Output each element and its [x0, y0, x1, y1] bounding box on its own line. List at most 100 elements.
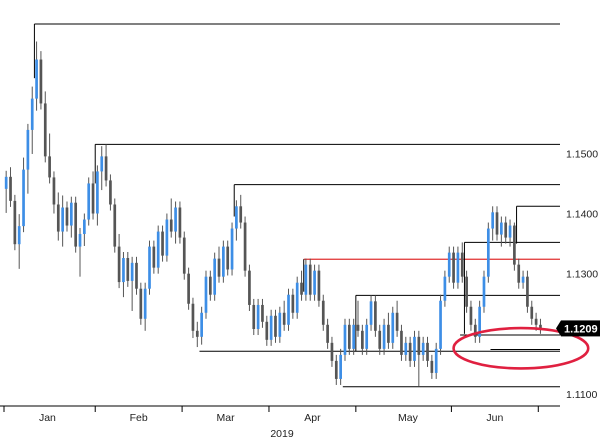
candle-body: [117, 246, 121, 283]
candle-body: [539, 324, 542, 329]
candle-body: [78, 233, 82, 247]
candle-body: [521, 276, 525, 283]
candle-body: [365, 324, 369, 349]
candle-body: [374, 301, 377, 331]
candle-body: [96, 171, 99, 214]
annotation-layer: [452, 326, 590, 370]
candle-body: [352, 324, 356, 349]
candle-body: [469, 306, 473, 325]
x-tick-label: May: [398, 412, 419, 424]
candle-body: [456, 252, 460, 283]
candle-body: [430, 360, 434, 373]
candle-body: [278, 312, 282, 337]
year-label: 2019: [270, 428, 294, 439]
candle-body: [426, 342, 429, 361]
candle-body: [243, 222, 247, 271]
candle-body: [109, 180, 112, 205]
candle-body: [4, 176, 8, 189]
candle-body: [287, 294, 290, 325]
candle-body: [187, 273, 190, 304]
candle-body: [126, 258, 130, 281]
candle-body: [91, 183, 95, 214]
y-tick-label: 1.1100: [566, 389, 597, 401]
candle-body: [482, 276, 486, 307]
candle-body: [208, 276, 212, 295]
candle-body: [61, 207, 64, 232]
candle-body: [526, 276, 529, 307]
y-tick-label: 1.1400: [566, 209, 598, 221]
x-tick-label: Jan: [39, 412, 56, 424]
x-tick-label: Jun: [486, 412, 503, 424]
candle-body: [165, 219, 169, 256]
candle-body: [226, 246, 230, 270]
candle-body: [35, 59, 38, 99]
candle-body: [274, 315, 277, 337]
candle-body: [339, 354, 342, 379]
candle-body: [326, 324, 329, 343]
x-tick-label: Mar: [216, 412, 235, 424]
y-tick-label: 1.1300: [566, 269, 598, 281]
candle-body: [222, 246, 225, 277]
annotation-circle: [452, 326, 590, 370]
candle-body: [217, 258, 221, 277]
candle-body: [239, 206, 243, 223]
candle-body: [52, 177, 56, 205]
candle-body: [395, 312, 399, 331]
candle-body: [22, 169, 25, 227]
candlestick-series: [4, 41, 542, 387]
candle-body: [204, 276, 208, 313]
candle-body: [478, 306, 481, 337]
candle-body: [534, 318, 538, 325]
candle-body: [421, 342, 425, 355]
y-axis: 1.1500 1.1400 1.1300 1.1100 1.1209: [556, 148, 600, 401]
candle-body: [517, 264, 521, 283]
candle-body: [295, 282, 299, 313]
candle-body: [17, 226, 21, 245]
candle-body: [530, 306, 534, 319]
candle-body: [382, 324, 386, 349]
candle-body: [26, 129, 30, 170]
candle-body: [135, 262, 138, 289]
x-tick-label: Apr: [304, 412, 321, 424]
candle-body: [356, 324, 360, 331]
candle-body: [495, 212, 499, 235]
candle-body: [87, 183, 91, 220]
candle-body: [39, 59, 43, 104]
candle-body: [387, 324, 390, 343]
candle-body: [9, 176, 12, 201]
last-price-badge-pointer: [556, 320, 561, 337]
candle-body: [308, 264, 312, 295]
candle-body: [122, 258, 125, 283]
candle-body: [139, 288, 143, 319]
candle-body: [465, 276, 468, 307]
last-price-badge: [561, 320, 600, 337]
candle-body: [508, 225, 512, 238]
candle-body: [404, 342, 408, 355]
candle-body: [74, 202, 78, 247]
candle-body: [504, 222, 508, 238]
candle-body: [391, 312, 395, 343]
candle-body: [417, 336, 421, 355]
candle-body: [513, 225, 516, 265]
candle-body: [13, 200, 17, 245]
candle-body: [43, 103, 47, 157]
candle-body: [83, 219, 86, 234]
candle-body: [191, 303, 195, 331]
candle-body: [130, 262, 134, 281]
candle-body: [252, 304, 256, 330]
candle-body: [486, 228, 490, 277]
candle-body: [361, 330, 364, 349]
candle-body: [300, 282, 303, 295]
candle-body: [69, 202, 73, 226]
candle-body: [213, 258, 217, 295]
candle-body: [443, 276, 447, 301]
candle-body: [291, 294, 295, 313]
candle-body: [182, 237, 186, 274]
candle-body: [452, 252, 455, 283]
candle-body: [48, 156, 51, 178]
candle-body: [30, 98, 34, 130]
candle-body: [321, 300, 325, 325]
candle-body: [347, 324, 351, 349]
candle-body: [200, 312, 203, 337]
candle-body: [65, 207, 69, 226]
